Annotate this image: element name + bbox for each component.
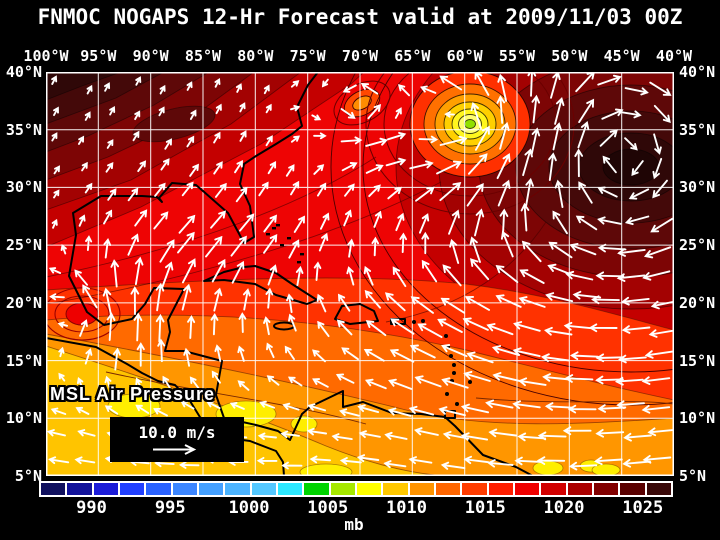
lon-tick-label: 90°W [132,47,169,65]
lat-tick-label: 20°N [679,293,716,312]
map-border [46,72,674,476]
chart-title: FNMOC NOGAPS 12-Hr Forecast valid at 200… [37,5,683,29]
colorbar-cell [146,483,173,495]
colorbar-cell [435,483,463,495]
colorbar-cell [356,483,384,495]
lon-tick-label: 80°W [237,47,274,65]
colorbar-tick-label: 1005 [307,498,349,518]
colorbar-tick-label: 1025 [622,498,664,518]
lon-tick-label: 100°W [23,47,69,65]
lat-tick-label: 30°N [679,178,716,197]
lat-tick-label: 25°N [5,236,42,255]
lon-tick-label: 70°W [341,47,379,65]
map-layers [46,72,674,476]
lon-tick-label: 95°W [80,47,117,65]
colorbar-cell [172,483,199,495]
island-dots [266,224,472,406]
colorbar-cell [67,483,94,495]
colorbar-cell [593,483,621,495]
lat-tick-label: 10°N [679,409,716,428]
lat-tick-label: 15°N [679,351,716,370]
colorbar-cell [119,483,147,495]
lon-tick-label: 45°W [603,47,640,65]
colorbar-cell [93,483,120,495]
colorbar-cell [620,483,647,495]
lon-tick-label: 40°W [655,47,693,65]
colorbar-cell [462,483,489,495]
colorbar-tick-label: 1020 [543,498,585,518]
lat-tick-label: 40°N [5,63,42,81]
lat-tick-label: 15°N [5,351,42,370]
colorbar-cell [198,483,226,495]
lon-tick-label: 65°W [394,47,431,65]
lat-tick-label: 35°N [679,120,716,139]
wind-scale-arrow-icon [153,444,197,455]
lat-tick-label: 35°N [5,120,42,139]
lat-tick-label: 5°N [14,466,42,485]
colorbar-cell [251,483,278,495]
lon-tick-label: 55°W [498,47,536,65]
colorbar-tick-label: 995 [154,498,186,518]
colorbar-cell [646,483,671,495]
wind-arrows [46,72,674,471]
lat-tick-label: 30°N [5,178,42,197]
lon-tick-label: 60°W [446,47,483,65]
colorbar-cell [277,483,305,495]
colorbar-cell [514,483,542,495]
colorbar-cell [488,483,515,495]
colorbar-cell [304,483,331,495]
colorbar-tick-label: 990 [76,498,107,518]
colorbar-cell [383,483,410,495]
colorbar-unit-label: mb [344,515,364,534]
colorbar-tick-label: 1000 [228,498,270,518]
pressure-map [46,72,674,476]
colorbar-cell [225,483,252,495]
wind-scale-value: 10.0 m/s [138,423,216,442]
colorbar-tick-label: 1015 [464,498,506,518]
lon-tick-label: 50°W [551,47,588,65]
lat-tick-label: 20°N [5,293,42,312]
colorbar-cell [567,483,594,495]
lat-tick-label: 40°N [679,63,716,81]
colorbar-cell [41,483,68,495]
coastlines [46,72,534,476]
lon-tick-label: 85°W [184,47,222,65]
colorbar-tick-label: 1010 [386,498,427,518]
lat-tick-label: 25°N [679,236,716,255]
colorbar-cell [541,483,568,495]
lon-tick-label: 75°W [289,47,326,65]
lat-tick-label: 10°N [5,409,42,428]
colorbar-cell [409,483,436,495]
colorbar [39,481,673,497]
variable-label: MSL Air Pressure [50,384,216,404]
colorbar-cell [330,483,357,495]
lat-tick-label: 5°N [679,466,707,485]
wind-scale-legend: 10.0 m/s [110,417,244,462]
